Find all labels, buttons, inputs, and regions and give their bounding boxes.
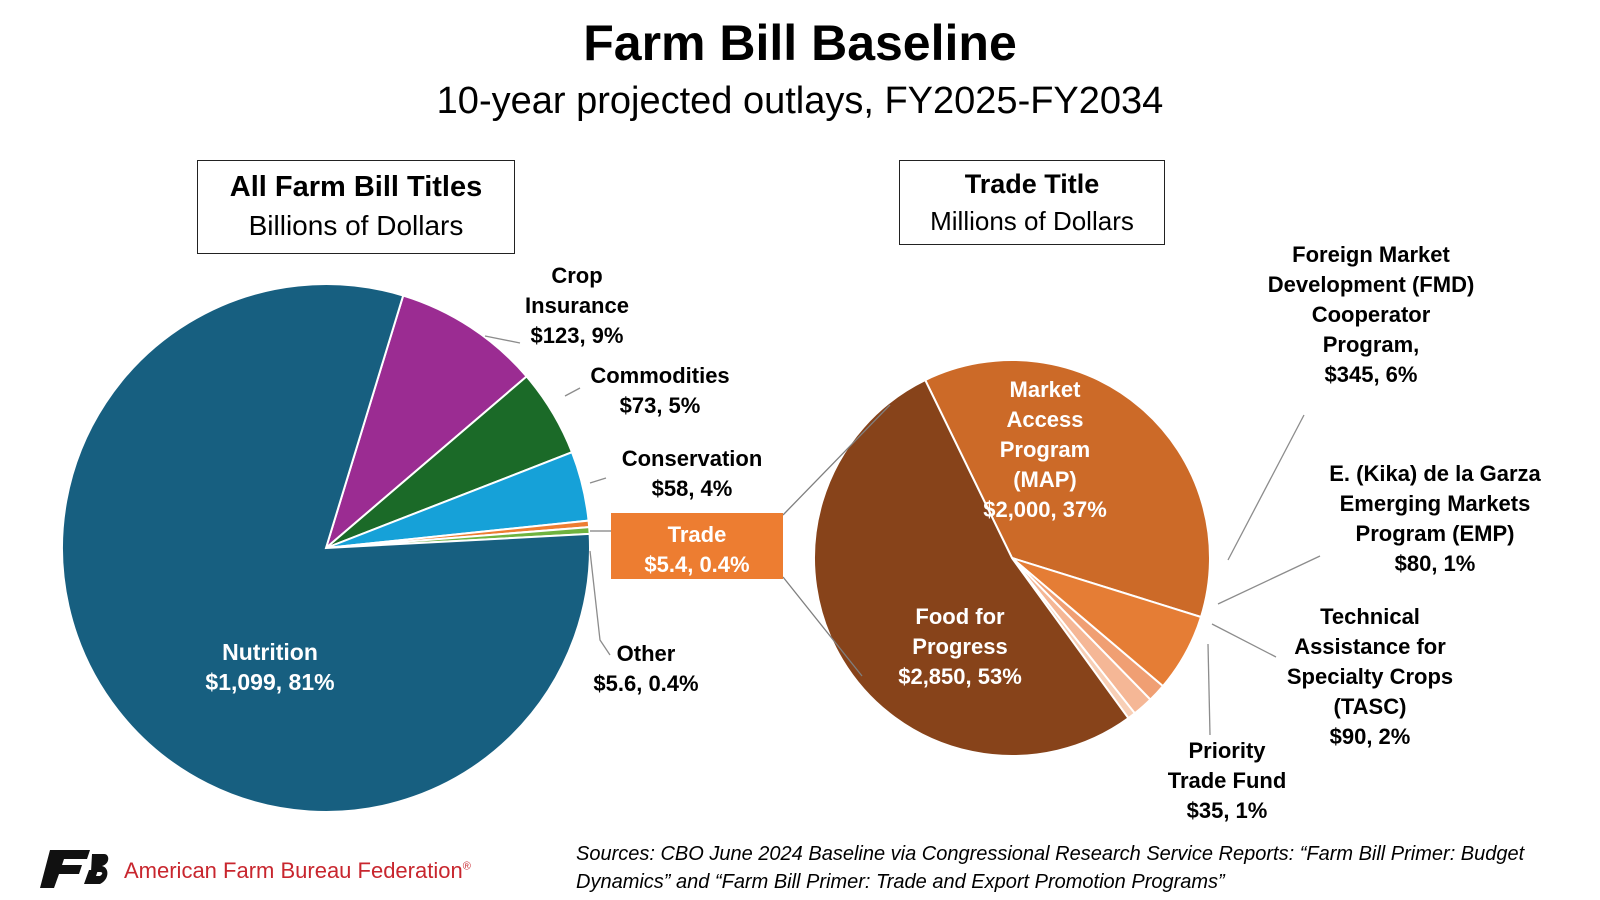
label-food-for-progress: Food for Progress $2,850, 53% [898,604,1022,689]
sources-note: Sources: CBO June 2024 Baseline via Cong… [576,840,1576,896]
label-conservation: Conservation $58, 4% [622,446,763,501]
label-commodities: Commodities $73, 5% [590,363,729,418]
label-food-for-progress-line: $2,850, 53% [898,664,1022,689]
registered-mark: ® [462,860,471,873]
label-food-for-progress-line: Progress [912,634,1007,659]
left-chart-units: Billions of Dollars [248,210,464,241]
label-ptf-line: Trade Fund [1168,768,1287,793]
label-map-line: Market [1010,377,1082,402]
leader-tasc [1211,623,1277,658]
label-ptf-line: $35, 1% [1187,798,1268,823]
left-chart-title-box: All Farm Bill Titles Billions of Dollars [197,160,515,254]
label-tasc: Technical Assistance for Specialty Crops (T… [1287,604,1453,749]
trade-connector-lower-line [782,576,863,677]
right-chart-title: Trade Title [964,169,1100,199]
left-pie-slice-crop-insurance [324,294,529,551]
sources-line-2: Dynamics” and “Farm Bill Primer: Trade a… [576,871,1225,893]
label-commodities-line: Commodities [590,363,729,388]
label-nutrition-line: Nutrition [222,639,318,665]
right-pie-slice-market-access-program-map [923,359,1211,619]
leader-emp [1217,555,1321,605]
organization-label: American Farm Bureau Federation [124,858,463,883]
leader-crop-insurance [484,335,521,344]
label-emp-line: Emerging Markets [1340,491,1531,516]
left-pie-slice-nutrition [61,283,591,813]
label-fmd-line: Cooperator [1312,302,1431,327]
label-emp-line: $80, 1% [1395,551,1476,576]
label-tasc-line: $90, 2% [1330,724,1411,749]
page-subtitle: 10-year projected outlays, FY2025-FY2034 [436,80,1164,122]
label-crop-insurance-line: Crop [551,263,602,288]
left-chart-title: All Farm Bill Titles [229,171,483,203]
trade-connector-upper-line [782,404,891,516]
label-ptf-line: Priority [1188,738,1266,763]
label-emp: E. (Kika) de la Garza Emerging Markets Pro… [1329,461,1541,576]
label-emp-line: E. (Kika) de la Garza [1329,461,1541,486]
label-other-line: Other [617,641,676,666]
right-pie-slice-food-for-progress [813,378,1130,757]
leader-other [589,550,611,656]
trade-callout-box [611,513,783,579]
label-other-line: $5.6, 0.4% [593,671,698,696]
leader-fmd [1227,414,1305,561]
leader-conservation [589,477,607,484]
leader-ptf [1207,643,1211,736]
label-fmd-line: Development (FMD) [1268,272,1475,297]
label-fmd-line: $345, 6% [1325,362,1418,387]
label-tasc-line: Specialty Crops [1287,664,1453,689]
label-emp-line: Program (EMP) [1356,521,1515,546]
sources-line-1: Sources: CBO June 2024 Baseline via Cong… [576,843,1525,865]
label-trade-line: Trade [668,522,727,547]
right-chart-units: Millions of Dollars [930,206,1134,236]
label-conservation-line: $58, 4% [652,476,733,501]
label-food-for-progress-line: Food for [915,604,1005,629]
label-map-line: $2,000, 37% [983,497,1107,522]
label-commodities-line: $73, 5% [620,393,701,418]
right-chart-title-box: Trade Title Millions of Dollars [899,160,1165,245]
label-other: Other $5.6, 0.4% [593,641,698,696]
organization-name: American Farm Bureau Federation® [124,858,471,884]
label-conservation-line: Conservation [622,446,763,471]
label-tasc-line: Assistance for [1294,634,1446,659]
label-map-line: Program [1000,437,1090,462]
label-map-line: Access [1006,407,1083,432]
page-title: Farm Bill Baseline [583,15,1017,71]
label-fmd-line: Program, [1323,332,1420,357]
label-tasc-line: (TASC) [1334,694,1407,719]
label-nutrition: Nutrition $1,099, 81% [205,639,334,695]
farm-bureau-logo-icon [40,850,109,888]
label-nutrition-line: $1,099, 81% [205,669,334,695]
leader-commodities [564,387,581,397]
label-trade: Trade $5.4, 0.4% [644,522,749,577]
label-crop-insurance-line: $123, 9% [531,323,624,348]
label-trade-line: $5.4, 0.4% [644,552,749,577]
label-map-line: (MAP) [1013,467,1077,492]
label-crop-insurance-line: Insurance [525,293,629,318]
label-tasc-line: Technical [1320,604,1420,629]
label-fmd: Foreign Market Development (FMD) Cooperato… [1268,242,1475,387]
label-ptf: Priority Trade Fund $35, 1% [1168,738,1287,823]
label-map: Market Access Program (MAP) $2,000, 37% [983,377,1107,522]
label-crop-insurance: Crop Insurance $123, 9% [525,263,629,348]
label-fmd-line: Foreign Market [1292,242,1450,267]
